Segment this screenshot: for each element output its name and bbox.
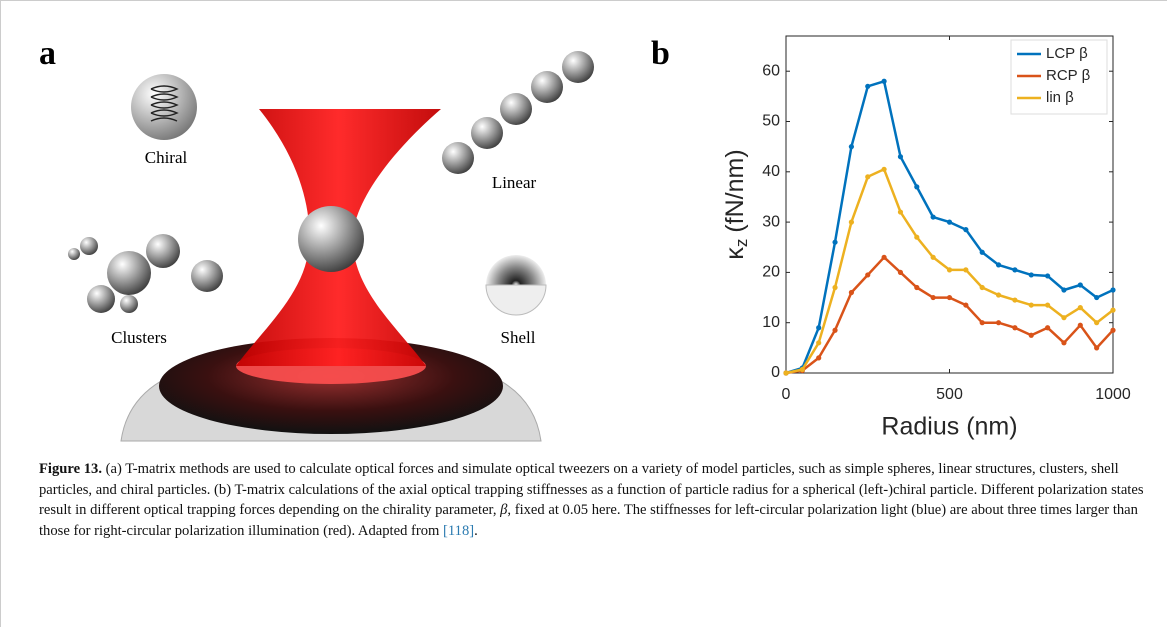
chart: 0 10 20 30 40 50 60 0 500 1000 Radius (nm) κz (fN/nm…: [721, 35, 1131, 441]
data-point: [1077, 322, 1083, 328]
x-axis-label: Radius (nm): [881, 413, 1017, 441]
caption-text: (a) T-matrix methods are used to calcula…: [39, 461, 1144, 518]
data-point: [848, 289, 855, 296]
data-point: [783, 370, 789, 376]
reference[interactable]: [118]: [443, 522, 475, 539]
y-tick-label: 0: [771, 364, 780, 381]
data-point: [1110, 287, 1116, 293]
caption-label: Figure 13.: [39, 461, 102, 477]
y-axis-label: κz (fN/nm): [721, 149, 752, 259]
data-point: [1094, 294, 1100, 301]
data-point: [1077, 282, 1083, 288]
y-tick-label: 10: [762, 314, 780, 331]
data-point: [979, 249, 985, 255]
x-tick-label: 500: [936, 386, 963, 403]
data-point: [1028, 332, 1034, 338]
data-point: [897, 209, 904, 215]
panel-label: a: [39, 35, 56, 72]
data-point: [832, 327, 838, 333]
data-point: [1045, 273, 1051, 279]
data-point: [1061, 340, 1067, 346]
legend-label: LCP β: [1046, 45, 1088, 62]
data-point: [897, 269, 904, 276]
data-point: [1094, 345, 1100, 351]
data-point: [1012, 297, 1018, 303]
data-point: [848, 144, 855, 150]
data-point: [1110, 327, 1116, 333]
data-point: [963, 267, 969, 273]
data-point: [930, 214, 936, 220]
caption-symbol: β: [500, 502, 508, 518]
y-label-subscript: z: [732, 239, 751, 248]
particle-label: Chiral: [145, 148, 188, 167]
y-label-unit: (fN/nm): [721, 149, 749, 232]
panel-label: b: [651, 35, 670, 72]
figure-panels: a Chiral Linear Clusters Shell b 0 10 20 30…: [39, 35, 1131, 442]
particle-label: Clusters: [111, 328, 167, 347]
data-point: [897, 154, 904, 160]
data-point: [930, 254, 936, 260]
data-point: [914, 234, 920, 240]
data-point: [914, 184, 920, 190]
data-point: [995, 320, 1002, 326]
data-point: [832, 239, 838, 245]
data-point: [816, 355, 822, 361]
data-point: [979, 284, 985, 291]
data-point: [1028, 272, 1034, 278]
data-point: [1061, 287, 1067, 293]
y-tick-label: 20: [762, 264, 780, 281]
data-point: [963, 302, 969, 308]
legend-label: RCP β: [1046, 67, 1091, 84]
caption-text: , fixed at 0.05 here. The stiffnesses fo…: [39, 502, 1138, 539]
data-point: [816, 325, 822, 331]
particle-label: Shell: [501, 328, 536, 347]
y-tick-label: 60: [762, 62, 780, 79]
data-point: [979, 320, 985, 326]
data-point: [1110, 307, 1116, 313]
data-point: [946, 219, 953, 225]
data-point: [1061, 315, 1067, 321]
data-point: [865, 83, 871, 89]
data-point: [963, 227, 969, 233]
data-point: [865, 174, 871, 180]
data-point: [995, 292, 1002, 298]
data-point: [1028, 302, 1034, 308]
y-label-symbol: κ: [721, 247, 749, 260]
data-point: [1045, 325, 1051, 331]
data-point: [1045, 302, 1051, 308]
caption-text: .: [474, 522, 478, 539]
y-tick-label: 50: [762, 113, 780, 130]
data-point: [930, 294, 936, 301]
data-point: [1077, 305, 1083, 311]
data-point: [881, 254, 887, 260]
data-point: [946, 294, 953, 301]
particle-label: Linear: [492, 173, 537, 192]
data-point: [1012, 267, 1018, 273]
data-point: [816, 340, 822, 346]
data-point: [1094, 320, 1100, 326]
data-point: [881, 166, 887, 172]
data-point: [799, 366, 805, 373]
data-point: [848, 219, 855, 225]
caption: Figure 13. (a) T-matrix methods are used…: [39, 459, 1144, 541]
x-tick-label: 0: [782, 386, 791, 403]
data-point: [995, 262, 1002, 268]
data-point: [946, 267, 953, 273]
legend-label: lin β: [1046, 89, 1074, 106]
data-point: [881, 78, 887, 84]
x-tick-label: 1000: [1095, 386, 1131, 403]
y-tick-label: 30: [762, 213, 780, 230]
illustration: [68, 51, 594, 442]
data-point: [865, 272, 871, 278]
data-point: [832, 284, 838, 291]
data-point: [1012, 325, 1018, 331]
data-point: [914, 284, 920, 291]
y-tick-label: 40: [762, 163, 780, 180]
